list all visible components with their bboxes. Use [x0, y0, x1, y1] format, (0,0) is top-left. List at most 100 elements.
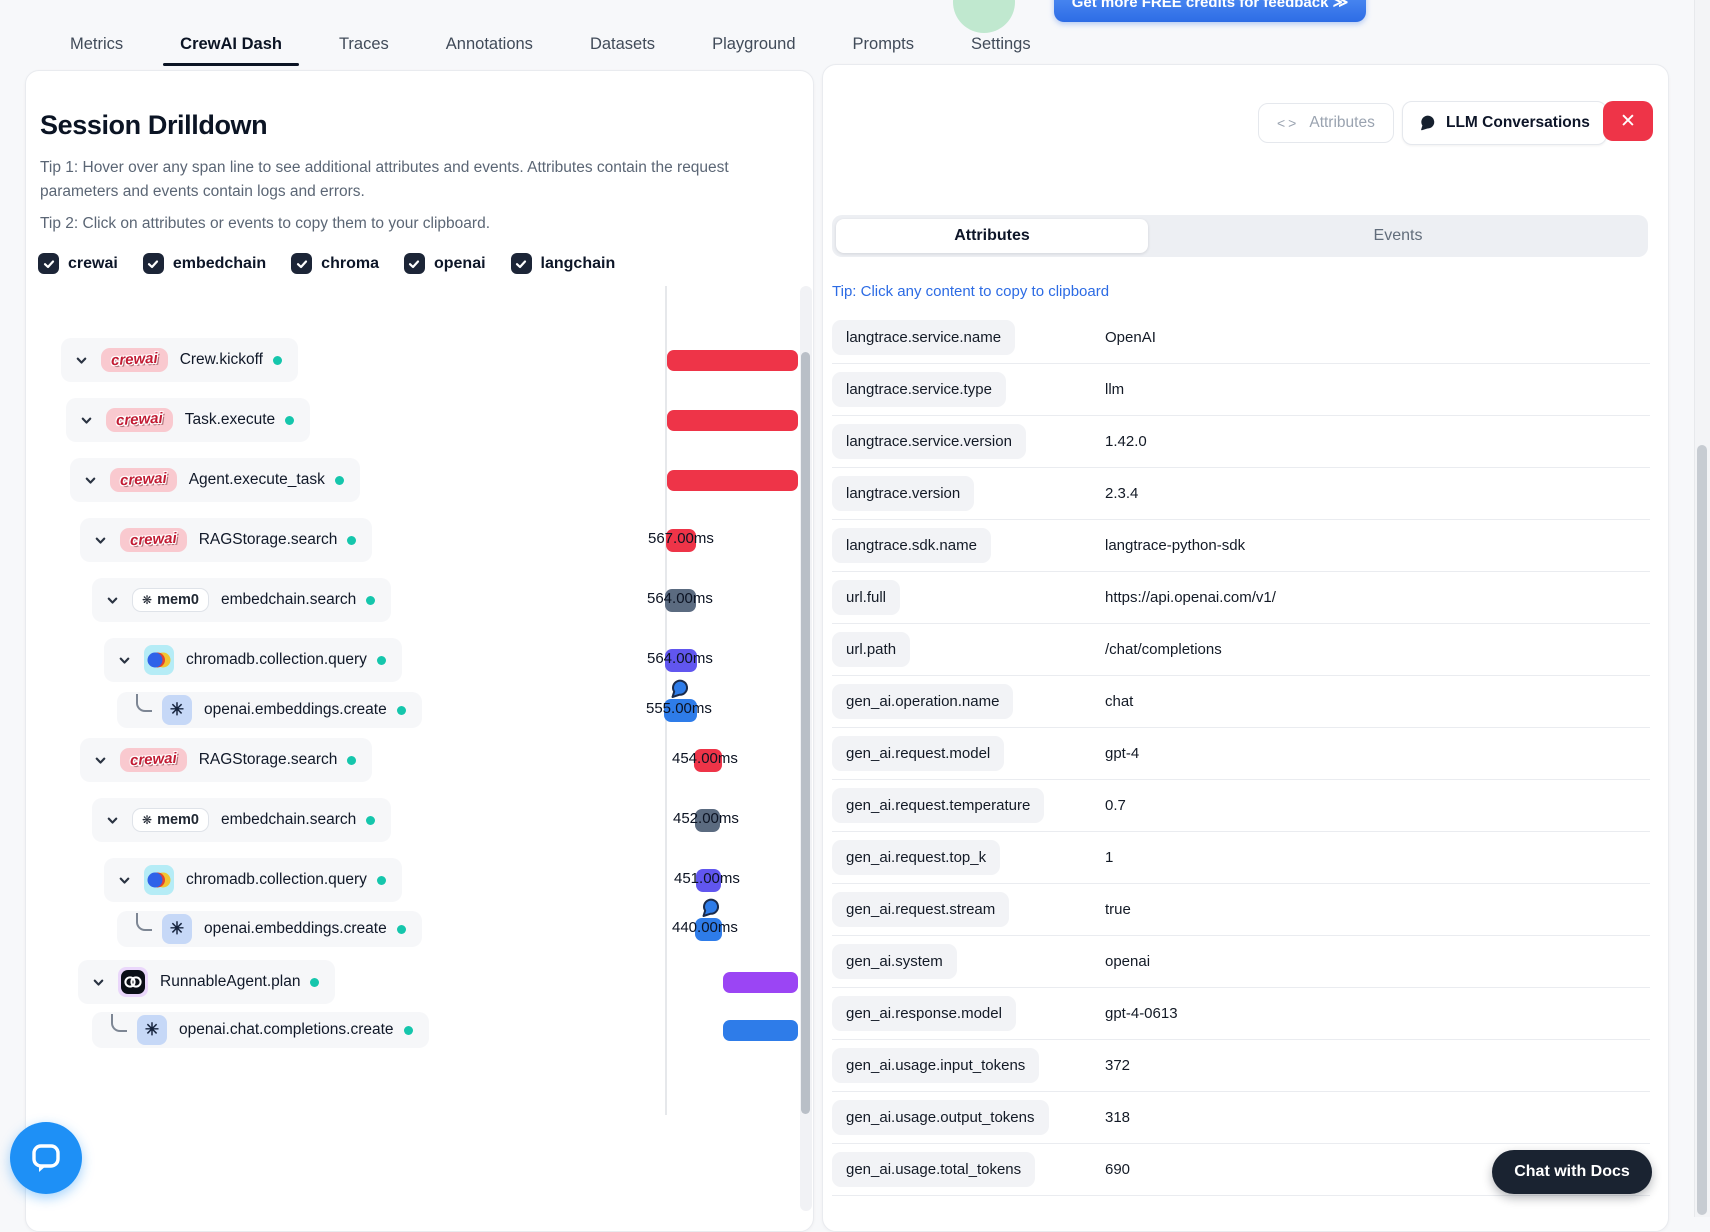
checkbox-icon[interactable] — [38, 253, 59, 274]
attribute-value[interactable]: 2.3.4 — [1105, 485, 1139, 502]
attribute-key[interactable]: gen_ai.response.model — [832, 996, 1016, 1031]
attribute-value[interactable]: openai — [1105, 953, 1151, 970]
filter-embedchain[interactable]: embedchain — [142, 253, 266, 274]
attribute-value[interactable]: 1 — [1105, 849, 1114, 866]
duration-bar[interactable] — [723, 971, 798, 993]
attribute-key[interactable]: gen_ai.usage.input_tokens — [832, 1048, 1040, 1083]
span-row-embedchain-search[interactable]: ❋ mem0 embedchain.search — [92, 578, 392, 622]
attribute-key[interactable]: langtrace.service.version — [832, 424, 1026, 459]
tab-prompts[interactable]: Prompts — [852, 35, 914, 53]
tree-scrollbar-thumb[interactable] — [801, 352, 810, 1114]
tab-events[interactable]: Events — [1373, 227, 1423, 244]
attribute-value[interactable]: /chat/completions — [1105, 641, 1222, 658]
filter-openai[interactable]: openai — [403, 253, 486, 274]
span-row-chromadb-collection-query[interactable]: chromadb.collection.query — [104, 858, 402, 902]
duration-bar[interactable] — [695, 917, 722, 941]
attribute-value[interactable]: gpt-4 — [1105, 745, 1140, 762]
duration-bar[interactable] — [696, 868, 721, 892]
page-scrollbar-thumb[interactable] — [1697, 445, 1707, 1215]
chevron-down-icon[interactable] — [93, 533, 108, 548]
attribute-value[interactable]: 372 — [1105, 1057, 1131, 1074]
chevron-down-icon[interactable] — [74, 353, 89, 368]
attribute-value[interactable]: gpt-4-0613 — [1105, 1005, 1178, 1022]
attribute-value[interactable]: chat — [1105, 693, 1134, 710]
attribute-value[interactable]: OpenAI — [1105, 329, 1156, 346]
tab-datasets[interactable]: Datasets — [589, 35, 656, 53]
avatar[interactable] — [953, 0, 1015, 33]
duration-bar[interactable] — [665, 588, 696, 612]
tab-playground[interactable]: Playground — [712, 35, 796, 53]
span-row-task-execute[interactable]: crewai Task.execute — [66, 398, 311, 442]
attribute-value[interactable]: 0.7 — [1105, 797, 1126, 814]
attribute-value[interactable]: llm — [1105, 381, 1125, 398]
duration-bar[interactable] — [665, 648, 697, 672]
attribute-value[interactable]: langtrace-python-sdk — [1105, 537, 1246, 554]
attribute-key[interactable]: langtrace.service.type — [832, 372, 1006, 407]
attribute-key[interactable]: gen_ai.usage.output_tokens — [832, 1100, 1049, 1135]
attribute-key[interactable]: gen_ai.operation.name — [832, 684, 1014, 719]
span-row-ragstorage-search[interactable]: crewai RAGStorage.search — [80, 518, 373, 562]
checkbox-icon[interactable] — [142, 253, 164, 274]
chevron-down-icon[interactable] — [105, 813, 120, 828]
checkbox-icon[interactable] — [291, 253, 313, 274]
span-row-agent-execute-task[interactable]: crewai Agent.execute_task — [70, 458, 360, 502]
attribute-key[interactable]: gen_ai.request.top_k — [832, 840, 1001, 875]
span-row-embedchain-search[interactable]: ❋ mem0 embedchain.search — [92, 798, 392, 842]
tab-crewai-dash[interactable]: CrewAI Dash — [163, 32, 299, 66]
copy-tip-link[interactable]: Tip: Click any content to copy to clipbo… — [832, 283, 1110, 300]
chevron-down-icon[interactable] — [117, 873, 132, 888]
chevron-down-icon[interactable] — [79, 413, 94, 428]
filter-langchain[interactable]: langchain — [510, 253, 615, 274]
attribute-value[interactable]: 690 — [1105, 1161, 1131, 1178]
attribute-value[interactable]: https://api.openai.com/v1/ — [1105, 589, 1276, 606]
duration-bar[interactable] — [664, 698, 697, 722]
close-button[interactable]: ✕ — [1603, 101, 1653, 141]
span-row-runnableagent-plan[interactable]: RunnableAgent.plan — [78, 960, 336, 1004]
attribute-key[interactable]: langtrace.version — [832, 476, 975, 511]
attribute-value[interactable]: 1.42.0 — [1105, 433, 1147, 450]
chat-with-docs-button[interactable]: Chat with Docs — [1492, 1150, 1652, 1194]
filter-crewai[interactable]: crewai — [38, 253, 118, 274]
checkbox-icon[interactable] — [403, 253, 425, 274]
duration-bar[interactable] — [666, 528, 696, 552]
llm-conversations-button[interactable]: LLM Conversations — [1402, 101, 1607, 145]
free-credits-button[interactable]: Get more FREE credits for feedback ≫ — [1054, 0, 1366, 22]
chevron-down-icon[interactable] — [105, 593, 120, 608]
duration-bar[interactable] — [723, 1019, 798, 1041]
chevron-down-icon[interactable] — [117, 653, 132, 668]
tab-settings[interactable]: Settings — [970, 35, 1031, 53]
attribute-key[interactable]: gen_ai.request.temperature — [832, 788, 1045, 823]
attribute-key[interactable]: url.path — [832, 632, 911, 667]
checkbox-icon[interactable] — [510, 253, 532, 274]
attributes-toggle-button[interactable]: <> Attributes — [1258, 103, 1394, 143]
duration-bar[interactable] — [667, 409, 798, 431]
chevron-down-icon[interactable] — [83, 473, 98, 488]
duration-bar[interactable] — [695, 808, 720, 832]
chevron-down-icon[interactable] — [91, 975, 106, 990]
span-row-openai-chat-completions-create[interactable]: ✳ openai.chat.completions.create — [92, 1012, 429, 1048]
attribute-value[interactable]: 318 — [1105, 1109, 1131, 1126]
attribute-key[interactable]: gen_ai.usage.total_tokens — [832, 1152, 1036, 1187]
attribute-key[interactable]: langtrace.sdk.name — [832, 528, 991, 563]
tab-traces[interactable]: Traces — [338, 35, 389, 53]
span-row-openai-embeddings-create[interactable]: ✳ openai.embeddings.create — [117, 692, 422, 728]
duration-bar[interactable] — [667, 349, 798, 371]
attribute-key[interactable]: gen_ai.system — [832, 944, 957, 979]
attribute-key[interactable]: url.full — [832, 580, 901, 615]
attribute-key[interactable]: gen_ai.request.stream — [832, 892, 1010, 927]
tab-attributes[interactable]: Attributes — [836, 219, 1148, 253]
chat-widget-button[interactable] — [10, 1122, 82, 1194]
duration-bar[interactable] — [694, 748, 722, 772]
span-row-crew-kickoff[interactable]: crewai Crew.kickoff — [61, 338, 298, 382]
attribute-key[interactable]: gen_ai.request.model — [832, 736, 1005, 771]
span-row-ragstorage-search[interactable]: crewai RAGStorage.search — [80, 738, 373, 782]
tab-metrics[interactable]: Metrics — [70, 35, 124, 53]
duration-bar[interactable] — [667, 469, 798, 491]
span-row-openai-embeddings-create[interactable]: ✳ openai.embeddings.create — [117, 911, 422, 947]
attribute-value[interactable]: true — [1105, 901, 1131, 918]
tab-annotations[interactable]: Annotations — [445, 35, 533, 53]
attribute-key[interactable]: langtrace.service.name — [832, 320, 1016, 355]
span-row-chromadb-collection-query[interactable]: chromadb.collection.query — [104, 638, 402, 682]
chevron-down-icon[interactable] — [93, 753, 108, 768]
filter-chroma[interactable]: chroma — [291, 253, 379, 274]
